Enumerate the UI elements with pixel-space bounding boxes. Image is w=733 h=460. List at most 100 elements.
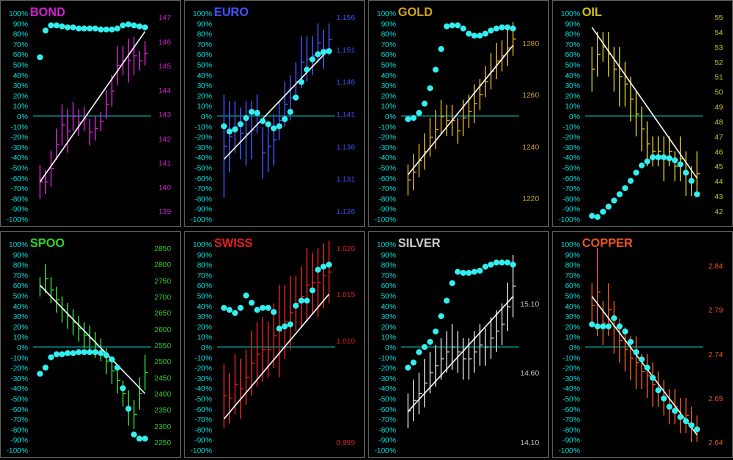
oscillator-dot <box>37 54 43 61</box>
left-axis-tick: -40% <box>194 384 212 393</box>
left-axis-tick: -60% <box>378 174 396 183</box>
left-axis-tick: -60% <box>378 405 396 414</box>
oscillator-dot <box>504 259 511 266</box>
oscillator-dot <box>438 313 445 320</box>
oscillator-dot <box>498 24 505 31</box>
oscillator-dot <box>130 431 137 438</box>
chart-svg: 100%90% 80%70%60% 50%40%30%20% 10%0%-10% -20… <box>558 9 723 224</box>
oscillator-dot <box>37 370 43 377</box>
left-axis-tick: 20% <box>381 322 396 331</box>
left-axis-tick: 100% <box>193 240 213 249</box>
left-axis-tick: 90% <box>197 19 212 28</box>
oscillator-dot <box>443 297 450 304</box>
left-axis-tick: -20% <box>10 364 28 373</box>
oscillator-dot <box>320 49 327 56</box>
oscillator-dot <box>70 24 77 31</box>
left-axis-tick: -20% <box>378 133 396 142</box>
left-axis-tick: -50% <box>562 395 580 404</box>
left-axis-tick: -10% <box>378 122 396 131</box>
left-axis-tick: 90% <box>381 250 396 259</box>
oscillator-dot <box>42 27 49 34</box>
left-axis-tick: 90% <box>565 19 580 28</box>
oscillator-dot <box>221 123 227 130</box>
oscillator-dot <box>292 94 299 101</box>
oscillator-dot <box>64 350 71 357</box>
right-axis-tick: 2.74 <box>708 350 723 359</box>
left-axis-tick: 50% <box>565 61 580 70</box>
chart-title: COPPER <box>582 236 633 250</box>
chart-panel-swiss: 100% 90% 80% 70% 60% 50% 40% 30% 20% 10% 0% -10% -20… <box>184 231 365 458</box>
oscillator-dot <box>320 263 327 270</box>
left-axis-tick: 40% <box>197 302 212 311</box>
chart-title: BOND <box>30 5 66 19</box>
left-axis-tick: 40% <box>381 302 396 311</box>
oscillator-dot <box>432 66 439 73</box>
right-axis-tick: 1.015 <box>336 290 355 299</box>
oscillator-dot <box>103 352 110 359</box>
oscillator-dot <box>81 349 88 356</box>
left-axis-tick: 70% <box>197 271 212 280</box>
left-axis-tick: -100% <box>190 215 212 224</box>
left-axis-tick: -90% <box>10 436 28 445</box>
oscillator-dot <box>42 364 49 371</box>
oscillator-dot <box>108 356 115 363</box>
right-axis-tick: 1240 <box>522 142 539 151</box>
oscillator-dot <box>638 356 645 363</box>
left-axis-tick: -50% <box>10 164 28 173</box>
oscillator-dot <box>487 27 494 34</box>
left-axis-tick: -60% <box>194 174 212 183</box>
left-axis-tick: -30% <box>194 143 212 152</box>
oscillator-dot <box>616 191 623 198</box>
left-axis-tick: -50% <box>378 395 396 404</box>
left-axis-tick: -80% <box>194 425 212 434</box>
left-axis-tick: -30% <box>10 374 28 383</box>
oscillator-dot <box>276 325 283 332</box>
regression-line <box>39 284 146 394</box>
oscillator-dot <box>75 25 82 32</box>
oscillator-dot <box>605 203 612 210</box>
left-axis-tick: -90% <box>562 436 580 445</box>
left-axis-tick: -50% <box>562 164 580 173</box>
right-axis-tick: 1.136 <box>336 142 355 151</box>
left-axis-tick: 80% <box>565 30 580 39</box>
left-axis-tick: 50% <box>381 61 396 70</box>
left-axis-tick: -20% <box>194 364 212 373</box>
oscillator-dot <box>287 108 294 115</box>
oscillator-dot <box>270 125 277 132</box>
oscillator-dot <box>688 177 695 184</box>
chart-title: SWISS <box>214 236 253 250</box>
left-axis-tick: -70% <box>562 415 580 424</box>
oscillator-dot <box>48 354 55 361</box>
right-axis-tick: 42 <box>715 207 723 216</box>
oscillator-dot <box>103 26 110 33</box>
right-axis-tick: 44 <box>715 177 723 186</box>
oscillator-dot <box>443 23 450 30</box>
left-axis-tick: -100% <box>6 446 28 455</box>
left-axis-tick: -100% <box>374 446 396 455</box>
right-axis-tick: 2400 <box>154 390 171 399</box>
oscillator-dot <box>594 323 601 330</box>
right-axis-tick: 146 <box>158 37 171 46</box>
chart-panel-oil: 100% 90% 80% 70% 60% 50% 40% 30% 20% 10% 0% -10% -20… <box>552 0 733 227</box>
oscillator-dot <box>677 414 684 421</box>
right-axis-tick: 2300 <box>154 422 171 431</box>
left-axis-tick: 60% <box>565 50 580 59</box>
left-axis-tick: 30% <box>13 81 28 90</box>
left-axis-tick: -50% <box>194 164 212 173</box>
left-axis-tick: 60% <box>197 281 212 290</box>
oscillator-dot <box>326 48 332 55</box>
left-axis-tick: 40% <box>381 71 396 80</box>
oscillator-dot <box>471 268 478 275</box>
chart-panel-spoo: 100% 90% 80% 70% 60% 50% 40% 30% 20% 10% 0% -10% -20… <box>0 231 181 458</box>
left-axis-tick: 10% <box>197 333 212 342</box>
oscillator-dot <box>265 304 272 311</box>
left-axis-tick: -80% <box>562 425 580 434</box>
left-axis-tick: -40% <box>194 153 212 162</box>
left-axis-tick: 50% <box>565 292 580 301</box>
left-axis-tick: -60% <box>194 405 212 414</box>
left-axis-tick: -40% <box>562 153 580 162</box>
left-axis-tick: 40% <box>197 71 212 80</box>
left-axis-tick: -10% <box>562 353 580 362</box>
left-axis-tick: 0% <box>385 343 396 352</box>
left-axis-tick: -90% <box>378 205 396 214</box>
